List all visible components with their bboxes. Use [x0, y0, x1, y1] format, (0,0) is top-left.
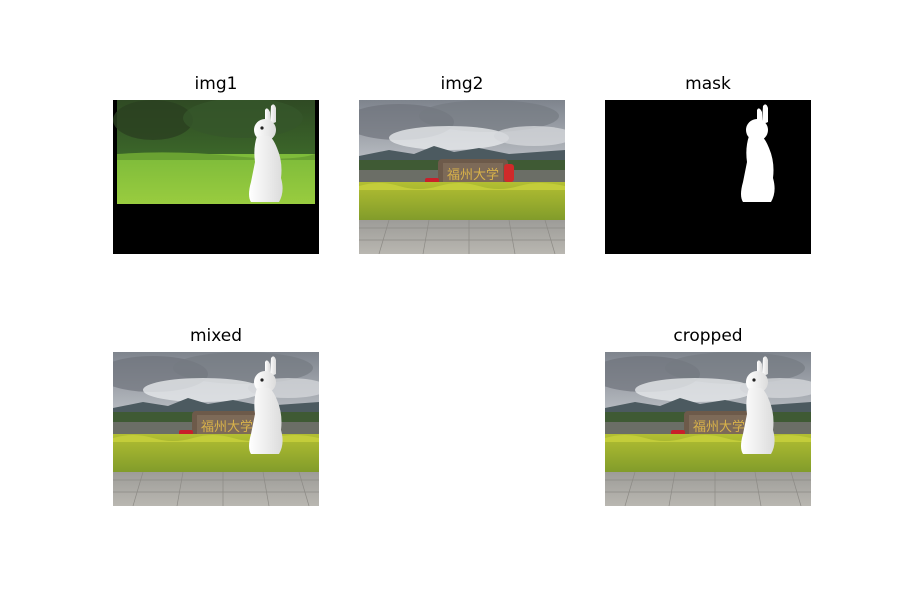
mixed-panel — [113, 352, 319, 506]
mask-panel — [605, 100, 811, 254]
subplot-title-mask: mask — [685, 74, 731, 94]
img2-image — [359, 100, 565, 254]
img1-panel — [113, 100, 319, 254]
mask-image — [605, 100, 811, 254]
subplot-title-mixed: mixed — [189, 326, 243, 346]
cropped-image — [605, 352, 811, 506]
img2-panel — [359, 100, 565, 254]
cropped-panel — [605, 352, 811, 506]
subplot-title-img1: img1 — [194, 74, 238, 94]
img1-image — [113, 100, 319, 254]
subplot-title-cropped: cropped — [673, 326, 743, 346]
subplot-title-img2: img2 — [440, 74, 484, 94]
mixed-image — [113, 352, 319, 506]
